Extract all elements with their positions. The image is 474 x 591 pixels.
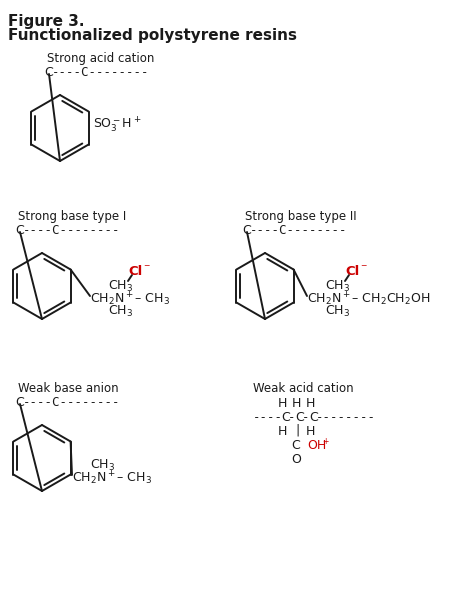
Text: CH$_2$N$^+$– CH$_3$: CH$_2$N$^+$– CH$_3$ [72, 470, 152, 488]
Text: ----C--------: ----C-------- [250, 224, 347, 237]
Text: OH: OH [307, 439, 326, 452]
Text: Weak acid cation: Weak acid cation [253, 382, 354, 395]
Text: |: | [296, 424, 300, 437]
Text: CH$_2$N$^+$– CH$_2$CH$_2$OH: CH$_2$N$^+$– CH$_2$CH$_2$OH [307, 291, 430, 309]
Text: CH$_3$: CH$_3$ [325, 279, 350, 294]
Text: ----C--------: ----C-------- [52, 66, 149, 79]
Text: CH$_2$N$^+$– CH$_3$: CH$_2$N$^+$– CH$_3$ [90, 291, 170, 309]
Text: -: - [288, 411, 295, 424]
Text: $^+$: $^+$ [321, 437, 330, 447]
Text: H: H [277, 397, 287, 410]
Text: H: H [305, 397, 315, 410]
Text: C: C [281, 411, 290, 424]
Text: CH$_3$: CH$_3$ [108, 279, 133, 294]
Text: $^-$: $^-$ [142, 263, 151, 273]
Text: H: H [292, 397, 301, 410]
Text: Figure 3.: Figure 3. [8, 14, 84, 29]
Text: C: C [44, 66, 53, 79]
Text: ----: ---- [253, 411, 283, 424]
Text: $^-$: $^-$ [359, 263, 368, 273]
Text: CH$_3$: CH$_3$ [108, 304, 133, 319]
Text: C: C [295, 411, 304, 424]
Text: C: C [292, 439, 301, 452]
Text: Strong base type II: Strong base type II [245, 210, 356, 223]
Text: Cl: Cl [128, 265, 142, 278]
Text: CH$_3$: CH$_3$ [325, 304, 350, 319]
Text: Cl: Cl [345, 265, 359, 278]
Text: C: C [15, 396, 24, 409]
Text: ----C--------: ----C-------- [23, 396, 120, 409]
Text: C: C [15, 224, 24, 237]
Text: SO$_3^-$H$^+$: SO$_3^-$H$^+$ [92, 115, 141, 134]
Text: C: C [309, 411, 318, 424]
Text: O: O [291, 453, 301, 466]
Text: Strong acid cation: Strong acid cation [47, 52, 155, 65]
Text: Weak base anion: Weak base anion [18, 382, 118, 395]
Text: H: H [305, 425, 315, 438]
Text: Strong base type I: Strong base type I [18, 210, 126, 223]
Text: CH$_3$: CH$_3$ [90, 458, 115, 473]
Text: ----C--------: ----C-------- [23, 224, 120, 237]
Text: H: H [277, 425, 287, 438]
Text: --------: -------- [316, 411, 376, 424]
Text: -: - [302, 411, 310, 424]
Text: C: C [242, 224, 251, 237]
Text: Functionalized polystyrene resins: Functionalized polystyrene resins [8, 28, 297, 43]
